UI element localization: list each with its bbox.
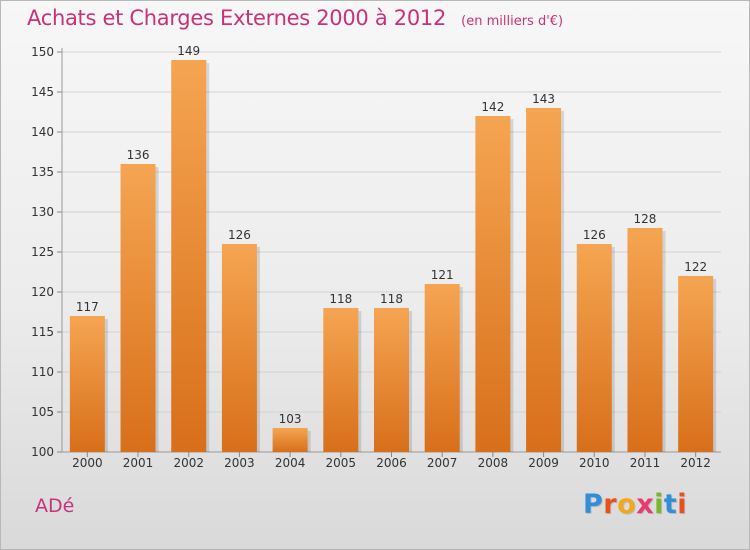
x-tick-label: 2007 — [427, 456, 458, 470]
x-tick-label: 2004 — [275, 456, 306, 470]
y-tick-label: 100 — [31, 445, 54, 459]
y-tick-label: 105 — [31, 405, 54, 419]
brand-letter: o — [617, 489, 637, 520]
data-label: 126 — [228, 228, 251, 242]
y-tick-label: 135 — [31, 165, 54, 179]
y-tick-label: 140 — [31, 125, 54, 139]
chart-unit: (en milliers d'€) — [461, 14, 564, 29]
bar — [374, 308, 409, 452]
data-label: 117 — [76, 300, 99, 314]
x-tick-label: 2002 — [173, 456, 204, 470]
brand-letter: r — [603, 489, 618, 520]
bar — [678, 276, 714, 452]
y-tick-label: 125 — [31, 245, 54, 259]
data-label: 149 — [177, 44, 200, 58]
brand-letter: t — [663, 489, 678, 520]
bar — [576, 244, 612, 452]
x-tick-label: 2001 — [123, 456, 154, 470]
brand-letter: i — [677, 489, 688, 520]
data-label: 121 — [431, 268, 454, 282]
data-label: 122 — [684, 260, 707, 274]
x-tick-label: 2012 — [680, 456, 711, 470]
x-tick-label: 2000 — [72, 456, 103, 470]
y-tick-label: 110 — [31, 365, 54, 379]
bar — [627, 228, 663, 452]
bar — [120, 164, 156, 452]
y-tick-label: 130 — [31, 205, 54, 219]
bar — [69, 316, 105, 452]
y-tick-label: 120 — [31, 285, 54, 299]
data-label: 103 — [279, 412, 302, 426]
y-tick-label: 150 — [31, 45, 54, 59]
bar — [221, 244, 257, 452]
x-tick-label: 2006 — [376, 456, 407, 470]
y-tick-label: 145 — [31, 85, 54, 99]
commune-label: ADé — [35, 495, 75, 517]
x-tick-label: 2011 — [630, 456, 661, 470]
bars — [69, 60, 717, 452]
data-label: 142 — [481, 100, 504, 114]
data-label: 136 — [127, 148, 150, 162]
data-label: 118 — [380, 292, 403, 306]
title-row: Achats et Charges Externes 2000 à 2012 (… — [27, 6, 563, 30]
bar — [475, 116, 511, 452]
brand-letter: x — [636, 489, 655, 520]
data-labels: 117 136 149 126 103 118 118 121 142 143 126 128 122 — [76, 44, 707, 426]
x-tick-label: 2008 — [478, 456, 509, 470]
chart-title: Achats et Charges Externes 2000 à 2012 — [27, 6, 447, 30]
x-tick-label: 2005 — [326, 456, 357, 470]
bar — [526, 108, 562, 452]
x-tick-label: 2010 — [579, 456, 610, 470]
data-label: 126 — [583, 228, 606, 242]
bar — [323, 308, 359, 452]
data-label: 143 — [532, 92, 555, 106]
y-tick-label: 115 — [31, 325, 54, 339]
data-label: 118 — [329, 292, 352, 306]
x-tick-label: 2003 — [224, 456, 255, 470]
bar — [171, 60, 207, 452]
bar — [424, 284, 460, 452]
brand-letter: P — [583, 489, 604, 520]
bar — [272, 428, 308, 452]
brand-letter: i — [654, 489, 664, 520]
data-label: 128 — [634, 212, 657, 226]
x-tick-label: 2009 — [528, 456, 559, 470]
proxiti-logo[interactable]: Proxiti — [583, 489, 687, 520]
